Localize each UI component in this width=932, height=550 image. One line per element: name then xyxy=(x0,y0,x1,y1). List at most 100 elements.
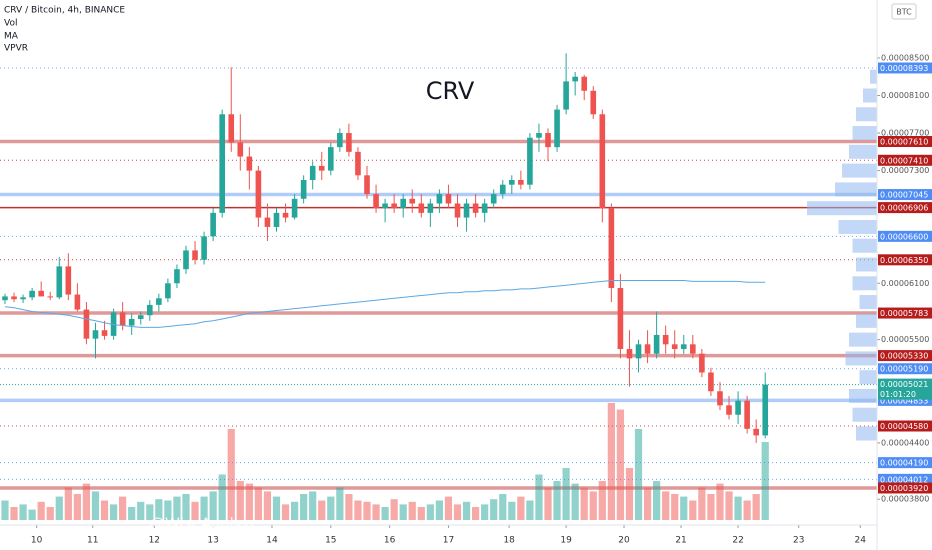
candle-body xyxy=(327,147,334,171)
volume-bar xyxy=(417,507,425,520)
volume-bar xyxy=(290,501,299,520)
volume-bar xyxy=(263,491,272,520)
candle-body xyxy=(282,212,289,218)
volume-bar xyxy=(481,504,489,520)
volume-bar xyxy=(227,429,235,520)
y-tick-label: 0.00004400 xyxy=(881,438,929,447)
volume-bar xyxy=(100,500,109,520)
volume-bar xyxy=(553,481,561,520)
candle-body xyxy=(119,312,126,326)
volume-bar xyxy=(1,500,9,520)
volume-bar xyxy=(752,494,760,520)
candle-body xyxy=(418,203,425,213)
price-label: 0.00006350 xyxy=(880,256,928,265)
volume-bar xyxy=(598,481,606,520)
candle-body xyxy=(47,296,54,298)
volume-bar xyxy=(580,487,588,520)
last-price-label: 0.00005021 xyxy=(880,380,928,389)
volume-bar xyxy=(281,504,290,520)
volume-bar xyxy=(363,501,371,520)
vpvr-bar xyxy=(835,182,877,197)
candle-body xyxy=(391,203,397,209)
candle-body xyxy=(499,184,506,195)
candle-body xyxy=(174,269,180,284)
volume-bar xyxy=(698,487,706,520)
candle-body xyxy=(563,81,569,110)
volume-bar xyxy=(336,487,344,520)
volume-bar xyxy=(499,494,507,520)
volume-bar xyxy=(643,487,652,520)
candle-body xyxy=(346,133,352,152)
candle-body xyxy=(156,298,162,305)
volume-bar xyxy=(680,496,688,520)
volume-bar xyxy=(653,481,661,520)
candle-body xyxy=(690,344,696,354)
x-tick-label: 10 xyxy=(31,536,43,546)
candle-body xyxy=(436,194,443,204)
vpvr-bar xyxy=(842,163,877,178)
candle-body xyxy=(671,344,678,350)
candle-body xyxy=(617,287,624,350)
currency-label[interactable]: BTC xyxy=(896,8,912,17)
candle-body xyxy=(291,198,298,218)
x-tick-label: 20 xyxy=(618,536,630,546)
candle-body xyxy=(445,194,452,204)
candle-body xyxy=(318,165,325,171)
price-label-box xyxy=(878,189,932,201)
volume-bar xyxy=(55,496,63,520)
indicator-label[interactable]: VPVR xyxy=(4,44,28,54)
price-label-box xyxy=(878,202,932,214)
price-label: 0.00005783 xyxy=(880,309,928,318)
volume-bar xyxy=(218,474,226,520)
candle-body xyxy=(337,133,343,148)
candle-body xyxy=(29,290,35,298)
price-label-box xyxy=(878,230,932,242)
candle-body xyxy=(237,142,244,157)
vpvr-bar xyxy=(863,88,877,103)
candle-body xyxy=(644,344,651,354)
vpvr-bar xyxy=(838,219,877,234)
currency-button[interactable] xyxy=(891,3,917,20)
candle-body xyxy=(74,294,81,310)
volume-bar xyxy=(444,496,453,520)
volume-bar xyxy=(435,500,444,520)
volume-bar xyxy=(164,500,172,520)
y-tick-label: 0.00008100 xyxy=(881,91,929,100)
volume-bar xyxy=(345,494,353,520)
candle-body xyxy=(20,297,26,300)
watermark: @WiseAnalyze xyxy=(150,515,260,533)
price-label-box xyxy=(878,457,932,469)
candle-body xyxy=(753,428,759,436)
volume-bar xyxy=(535,474,543,520)
candle-body xyxy=(11,296,17,300)
candle-body xyxy=(481,203,488,213)
candle-body xyxy=(246,156,253,171)
vpvr-bar xyxy=(852,126,877,141)
vpvr-bar xyxy=(852,238,877,253)
volume-bar xyxy=(472,507,480,520)
candle-body xyxy=(255,170,262,218)
candle-body xyxy=(463,203,470,218)
price-label: 0.00006600 xyxy=(880,232,928,241)
vpvr-bar xyxy=(856,313,877,328)
candle-body xyxy=(264,217,271,227)
candle-body xyxy=(554,109,560,148)
candle-body xyxy=(128,318,135,326)
price-label-box xyxy=(878,420,932,432)
x-tick-label: 24 xyxy=(855,536,867,546)
candle-body xyxy=(183,250,189,270)
vpvr-bar xyxy=(807,201,877,216)
candle-body xyxy=(83,309,90,339)
candle-body xyxy=(137,315,144,319)
candle-body xyxy=(680,344,687,350)
candle-body xyxy=(201,236,207,260)
volume-bar xyxy=(109,504,118,520)
volume-bar xyxy=(191,501,199,520)
price-label: 0.00005190 xyxy=(880,365,928,374)
x-tick-label: 23 xyxy=(793,536,804,546)
price-label: 0.00007045 xyxy=(880,191,928,200)
candle-body xyxy=(427,203,434,213)
indicator-label[interactable]: Vol xyxy=(4,19,17,29)
indicator-label[interactable]: MA xyxy=(4,32,19,42)
